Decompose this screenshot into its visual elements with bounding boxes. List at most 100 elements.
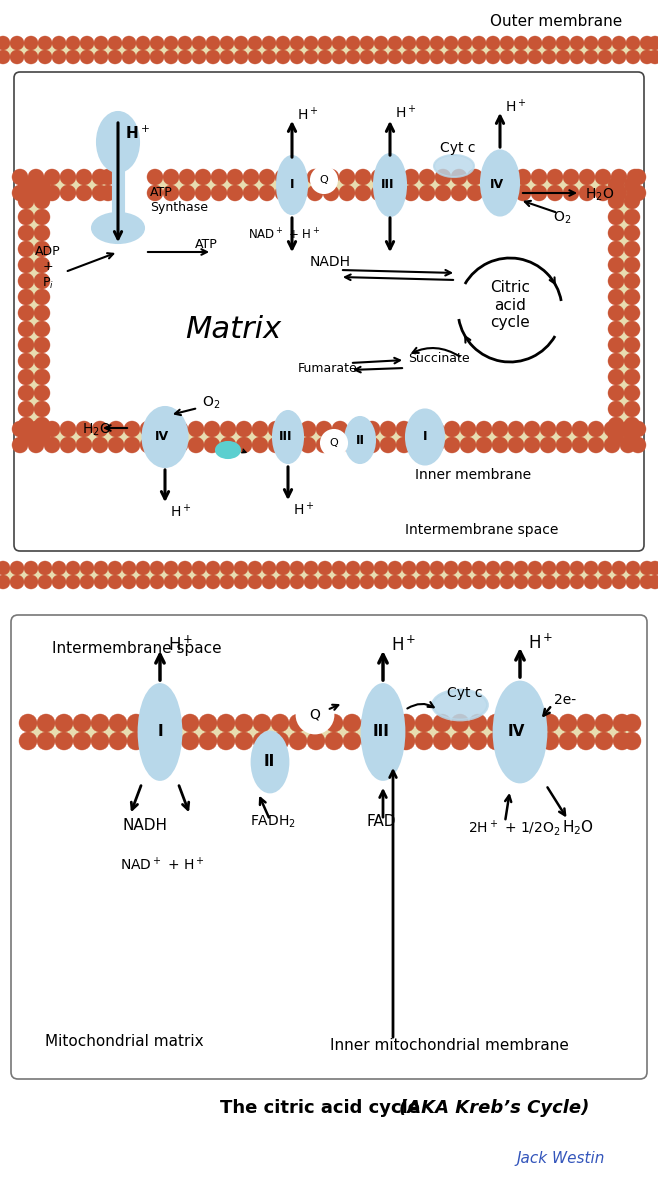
- Circle shape: [34, 370, 50, 385]
- Circle shape: [18, 209, 34, 226]
- Circle shape: [300, 437, 316, 452]
- Circle shape: [60, 437, 76, 452]
- Circle shape: [428, 421, 444, 437]
- Circle shape: [598, 36, 612, 50]
- Ellipse shape: [92, 214, 144, 242]
- Circle shape: [584, 50, 598, 64]
- Circle shape: [469, 714, 487, 732]
- Circle shape: [76, 437, 92, 452]
- Text: I: I: [290, 179, 294, 192]
- Circle shape: [412, 437, 428, 452]
- Circle shape: [60, 185, 76, 200]
- Circle shape: [444, 560, 458, 575]
- Circle shape: [94, 560, 108, 575]
- Circle shape: [604, 421, 620, 437]
- Circle shape: [248, 36, 262, 50]
- Circle shape: [624, 337, 640, 353]
- Circle shape: [211, 169, 227, 185]
- Text: The citric acid cycle: The citric acid cycle: [220, 1099, 432, 1117]
- Circle shape: [528, 50, 542, 64]
- Circle shape: [28, 185, 44, 200]
- Ellipse shape: [374, 154, 406, 216]
- Circle shape: [613, 714, 631, 732]
- Circle shape: [346, 575, 360, 589]
- Circle shape: [626, 36, 640, 50]
- Circle shape: [34, 226, 50, 241]
- Circle shape: [630, 437, 646, 452]
- Circle shape: [37, 732, 55, 750]
- Circle shape: [346, 560, 360, 575]
- Circle shape: [164, 36, 178, 50]
- Circle shape: [108, 50, 122, 64]
- Circle shape: [0, 575, 10, 589]
- Circle shape: [500, 575, 514, 589]
- Circle shape: [10, 50, 24, 64]
- Circle shape: [163, 732, 181, 750]
- Ellipse shape: [362, 684, 404, 780]
- Circle shape: [588, 421, 604, 437]
- Circle shape: [206, 36, 220, 50]
- Circle shape: [234, 560, 248, 575]
- Circle shape: [55, 732, 73, 750]
- Circle shape: [18, 193, 34, 209]
- Circle shape: [624, 272, 640, 289]
- Circle shape: [19, 732, 37, 750]
- Circle shape: [451, 185, 467, 200]
- Circle shape: [630, 169, 646, 185]
- Circle shape: [640, 36, 654, 50]
- Circle shape: [276, 575, 290, 589]
- Circle shape: [18, 257, 34, 272]
- Circle shape: [472, 36, 486, 50]
- Circle shape: [192, 36, 206, 50]
- Circle shape: [211, 185, 227, 200]
- Circle shape: [220, 421, 236, 437]
- Circle shape: [374, 560, 388, 575]
- Circle shape: [227, 169, 243, 185]
- Circle shape: [179, 169, 195, 185]
- Circle shape: [624, 385, 640, 401]
- Circle shape: [570, 36, 584, 50]
- Circle shape: [10, 36, 24, 50]
- Circle shape: [624, 209, 640, 226]
- Circle shape: [403, 169, 419, 185]
- Text: H$^+$: H$^+$: [505, 98, 526, 115]
- Circle shape: [12, 185, 28, 200]
- Circle shape: [514, 575, 528, 589]
- Circle shape: [612, 50, 626, 64]
- Circle shape: [276, 560, 290, 575]
- Circle shape: [163, 714, 181, 732]
- Circle shape: [624, 226, 640, 241]
- Circle shape: [34, 401, 50, 416]
- Circle shape: [18, 385, 34, 401]
- Circle shape: [108, 560, 122, 575]
- Circle shape: [458, 50, 472, 64]
- Bar: [28, 725, 632, 739]
- Circle shape: [584, 560, 598, 575]
- Circle shape: [541, 732, 559, 750]
- Circle shape: [648, 36, 658, 50]
- Circle shape: [598, 50, 612, 64]
- Circle shape: [18, 289, 34, 305]
- Circle shape: [444, 437, 460, 452]
- Circle shape: [374, 36, 388, 50]
- Circle shape: [259, 185, 275, 200]
- Text: (AKA Kreb’s Cycle): (AKA Kreb’s Cycle): [399, 1099, 590, 1117]
- Circle shape: [476, 421, 492, 437]
- Circle shape: [37, 714, 55, 732]
- Circle shape: [467, 185, 483, 200]
- Circle shape: [416, 575, 430, 589]
- Circle shape: [156, 421, 172, 437]
- Circle shape: [613, 732, 631, 750]
- Circle shape: [627, 169, 643, 185]
- Circle shape: [248, 50, 262, 64]
- Circle shape: [290, 575, 304, 589]
- Circle shape: [472, 575, 486, 589]
- Circle shape: [318, 560, 332, 575]
- FancyBboxPatch shape: [11, 614, 647, 1079]
- Circle shape: [220, 560, 234, 575]
- Circle shape: [433, 732, 451, 750]
- Text: Matrix: Matrix: [185, 316, 281, 344]
- Circle shape: [626, 575, 640, 589]
- Text: H$^+$: H$^+$: [125, 125, 150, 142]
- Circle shape: [487, 714, 505, 732]
